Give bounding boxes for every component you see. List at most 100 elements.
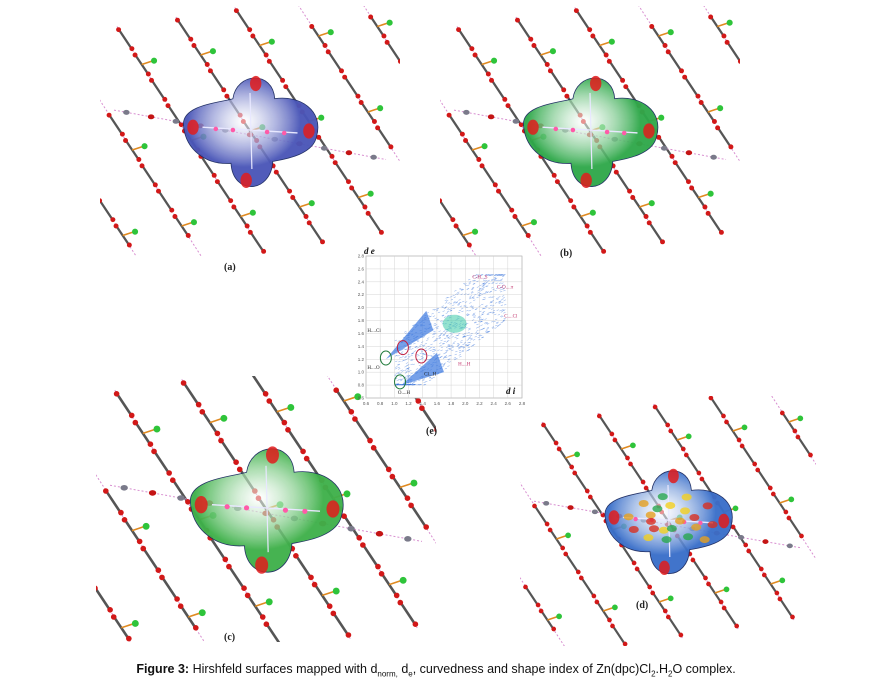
- cloud-point: [449, 296, 453, 298]
- cloud-point: [483, 278, 486, 280]
- panel-d-shape-index: [520, 396, 816, 646]
- cloud-point: [426, 312, 429, 314]
- cloud-point: [499, 289, 502, 291]
- shape-index-patch: [646, 517, 657, 525]
- cloud-point: [394, 339, 398, 341]
- cloud-point: [402, 348, 405, 350]
- cloud-point: [497, 325, 500, 327]
- cloud-point: [472, 275, 475, 277]
- cloud-point: [444, 351, 448, 354]
- cloud-point: [498, 323, 502, 326]
- cloud-point: [478, 295, 482, 297]
- shape-index-patch: [699, 536, 710, 544]
- cloud-point: [446, 308, 450, 310]
- cloud-point: [469, 335, 473, 337]
- cloud-point: [466, 339, 470, 341]
- cloud-point: [484, 280, 488, 282]
- cloud-point: [489, 291, 492, 293]
- cloud-point: [483, 284, 486, 286]
- cloud-point: [477, 326, 481, 328]
- shape-index-patch: [675, 517, 685, 525]
- cloud-point: [428, 379, 432, 381]
- cloud-point: [402, 384, 406, 386]
- cloud-point: [436, 308, 439, 310]
- cloud-point: [485, 322, 488, 324]
- cloud-point: [451, 336, 454, 338]
- cloud-point: [483, 279, 486, 282]
- cloud-point: [467, 349, 470, 351]
- cloud-point: [445, 346, 449, 348]
- cloud-point: [452, 295, 455, 297]
- cloud-point: [452, 307, 456, 310]
- cloud-point: [493, 279, 497, 282]
- cloud-point: [422, 345, 426, 347]
- cloud-point: [424, 343, 428, 345]
- cloud-point: [470, 339, 473, 341]
- cloud-point: [443, 340, 447, 343]
- cloud-point: [448, 344, 451, 346]
- cloud-point: [419, 344, 422, 346]
- cloud-point: [420, 355, 423, 358]
- cloud-point: [490, 301, 493, 303]
- cloud-point: [455, 301, 459, 303]
- cloud-point: [464, 332, 467, 334]
- cloud-point: [398, 360, 401, 363]
- cloud-point: [410, 359, 413, 361]
- cloud-point: [441, 314, 445, 316]
- y-tick-label: 0.6: [358, 396, 365, 401]
- cloud-point: [407, 367, 410, 370]
- panel-d-label: (d): [636, 600, 649, 611]
- cloud-point: [407, 369, 410, 371]
- cloud-point: [485, 291, 488, 293]
- cloud-point: [409, 384, 412, 386]
- cloud-point: [422, 353, 425, 355]
- cloud-point: [435, 339, 438, 341]
- cloud-point: [433, 340, 436, 342]
- cloud-point: [475, 274, 478, 276]
- shape-index-patch: [665, 501, 676, 509]
- cloud-point: [419, 352, 423, 354]
- cloud-point: [494, 318, 498, 320]
- cloud-point: [454, 336, 457, 339]
- cloud-point: [413, 343, 416, 345]
- cloud-point: [455, 334, 459, 337]
- cloud-point: [411, 359, 414, 361]
- cloud-point: [458, 309, 462, 312]
- cloud-point: [468, 279, 471, 281]
- cloud-point: [477, 276, 480, 278]
- cloud-point: [431, 313, 434, 315]
- cloud-point: [444, 331, 448, 333]
- cloud-point: [447, 358, 450, 360]
- cloud-point: [487, 279, 490, 282]
- cloud-point: [442, 343, 445, 345]
- cloud-point: [444, 306, 448, 308]
- cloud-point: [436, 319, 439, 321]
- cloud-point: [482, 311, 486, 313]
- cloud-point: [499, 279, 503, 281]
- cloud-point: [446, 311, 450, 313]
- cloud-point: [497, 314, 501, 316]
- x-tick-label: 1.0: [391, 401, 398, 406]
- cloud-point: [470, 345, 474, 347]
- cloud-point: [486, 323, 490, 325]
- cloud-point: [408, 384, 411, 386]
- cloud-point: [413, 384, 416, 386]
- shape-index-patch: [680, 507, 691, 515]
- cloud-point: [398, 378, 401, 380]
- cloud-point: [488, 283, 491, 285]
- cloud-point: [500, 311, 504, 313]
- cloud-point: [416, 347, 420, 349]
- cloud-point: [449, 355, 452, 357]
- cloud-point: [401, 356, 404, 358]
- cloud-point: [422, 378, 426, 380]
- cloud-point: [429, 355, 433, 357]
- cloud-point: [458, 348, 461, 350]
- cloud-point: [444, 299, 448, 301]
- cloud-point: [461, 289, 464, 291]
- cloud-point: [434, 333, 437, 335]
- cloud-point: [470, 337, 473, 340]
- cloud-point: [411, 348, 414, 350]
- cloud-point: [404, 332, 408, 334]
- cloud-point: [449, 309, 453, 312]
- cloud-point: [440, 339, 443, 341]
